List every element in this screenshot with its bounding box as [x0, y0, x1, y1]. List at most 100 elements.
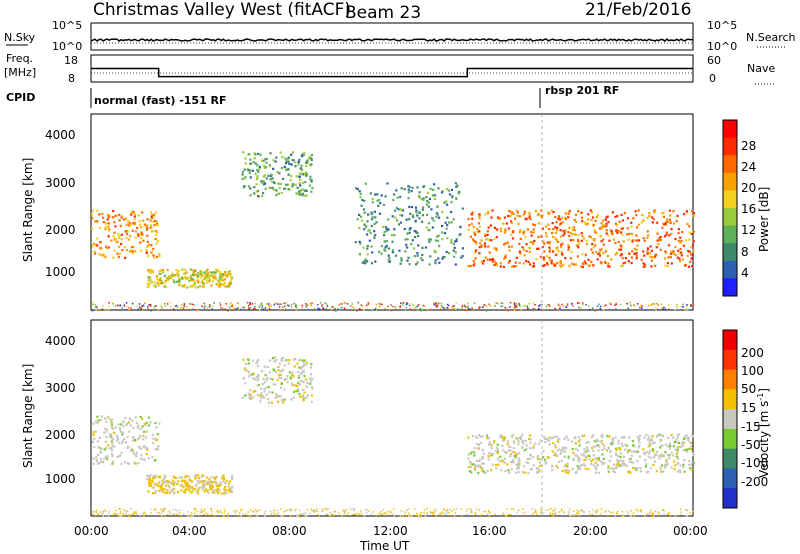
- scatter-cell: [617, 230, 620, 233]
- scatter-cell: [670, 433, 673, 436]
- scatter-cell: [253, 186, 256, 189]
- ground-scatter-cell: [121, 515, 123, 517]
- scatter-cell: [98, 462, 101, 465]
- scatter-cell: [610, 455, 613, 458]
- scatter-cell: [581, 234, 584, 237]
- scatter-cell: [203, 490, 206, 493]
- scatter-cell: [199, 285, 202, 288]
- scatter-cell: [532, 464, 535, 467]
- scatter-cell: [647, 455, 650, 458]
- scatter-cell: [397, 208, 400, 211]
- ground-scatter-cell: [204, 508, 206, 511]
- scatter-cell: [283, 364, 286, 367]
- scatter-cell: [256, 164, 259, 167]
- scatter-cell: [417, 194, 421, 197]
- scatter-cell: [513, 441, 516, 444]
- ground-scatter-cell: [465, 510, 467, 512]
- scatter-cell: [399, 262, 402, 265]
- scatter-cell: [243, 367, 247, 370]
- ground-scatter-cell: [107, 514, 110, 517]
- xtick-6: 00:00: [673, 524, 708, 538]
- scatter-cell: [507, 469, 510, 472]
- scatter-cell: [296, 390, 299, 393]
- scatter-cell: [119, 224, 122, 227]
- scatter-cell: [603, 447, 606, 450]
- ground-scatter-cell: [157, 309, 160, 311]
- ground-scatter-cell: [210, 514, 213, 516]
- scatter-cell: [229, 280, 232, 283]
- scatter-cell: [297, 190, 301, 193]
- scatter-cell: [478, 213, 481, 216]
- scatter-cell: [604, 261, 607, 265]
- ground-scatter-cell: [183, 303, 185, 305]
- ground-scatter-cell: [524, 511, 527, 513]
- scatter-cell: [197, 474, 200, 477]
- scatter-cell: [620, 464, 623, 467]
- scatter-cell: [669, 214, 672, 217]
- ground-scatter-cell: [566, 304, 569, 307]
- ground-scatter-cell: [123, 305, 125, 307]
- ground-scatter-cell: [581, 509, 584, 512]
- ground-scatter-cell: [298, 509, 301, 512]
- ground-scatter-cell: [442, 306, 444, 309]
- scatter-cell: [655, 254, 658, 257]
- scatter-cell: [176, 273, 179, 276]
- scatter-cell: [377, 204, 380, 207]
- scatter-cell: [147, 285, 150, 288]
- scatter-cell: [301, 194, 304, 197]
- cpid-label: CPID: [6, 91, 35, 104]
- scatter-cell: [134, 213, 137, 216]
- scatter-cell: [366, 220, 369, 223]
- scatter-cell: [571, 448, 574, 451]
- scatter-cell: [478, 252, 481, 255]
- ground-scatter-cell: [399, 306, 401, 308]
- ground-scatter-cell: [446, 510, 448, 512]
- scatter-cell: [670, 232, 673, 235]
- ground-scatter-cell: [162, 309, 165, 311]
- scatter-cell: [635, 234, 638, 237]
- scatter-cell: [110, 424, 113, 427]
- scatter-cell: [135, 451, 138, 454]
- ground-scatter-cell: [453, 308, 455, 310]
- ground-scatter-cell: [158, 512, 160, 514]
- ground-scatter-cell: [657, 511, 660, 514]
- nsky-tick-top: 10^5: [52, 19, 82, 32]
- scatter-cell: [396, 196, 399, 199]
- scatter-cell: [648, 439, 652, 442]
- scatter-cell: [532, 223, 535, 226]
- ground-scatter-cell: [622, 514, 625, 516]
- scatter-cell: [529, 240, 532, 244]
- scatter-cell: [615, 251, 619, 255]
- scatter-cell: [297, 376, 300, 379]
- ground-scatter-cell: [652, 513, 654, 516]
- ground-scatter-cell: [268, 305, 270, 307]
- scatter-cell: [446, 216, 449, 219]
- scatter-cell: [688, 447, 691, 450]
- ground-scatter-cell: [175, 304, 178, 307]
- scatter-cell: [617, 240, 620, 244]
- ground-scatter-cell: [592, 509, 594, 511]
- scatter-cell: [127, 224, 130, 227]
- scatter-cell: [523, 449, 526, 452]
- ground-scatter-cell: [91, 301, 94, 304]
- ground-scatter-cell: [568, 508, 571, 510]
- scatter-cell: [249, 395, 252, 398]
- scatter-cell: [302, 399, 305, 402]
- ground-scatter-cell: [627, 307, 629, 309]
- ground-scatter-cell: [368, 510, 370, 512]
- ground-scatter-cell: [482, 510, 485, 513]
- ground-scatter-cell: [686, 509, 688, 511]
- scatter-cell: [277, 369, 280, 372]
- ground-scatter-cell: [295, 308, 298, 311]
- scatter-cell: [562, 264, 565, 267]
- ground-scatter-cell: [108, 306, 110, 308]
- ground-scatter-cell: [651, 303, 653, 305]
- ground-scatter-cell: [434, 508, 437, 511]
- ground-scatter-cell: [338, 512, 340, 514]
- scatter-cell: [206, 275, 209, 278]
- scatter-cell: [629, 470, 632, 473]
- scatter-cell: [133, 215, 136, 218]
- xtick-3: 12:00: [373, 524, 408, 538]
- scatter-cell: [166, 269, 169, 272]
- ground-scatter-cell: [461, 306, 464, 309]
